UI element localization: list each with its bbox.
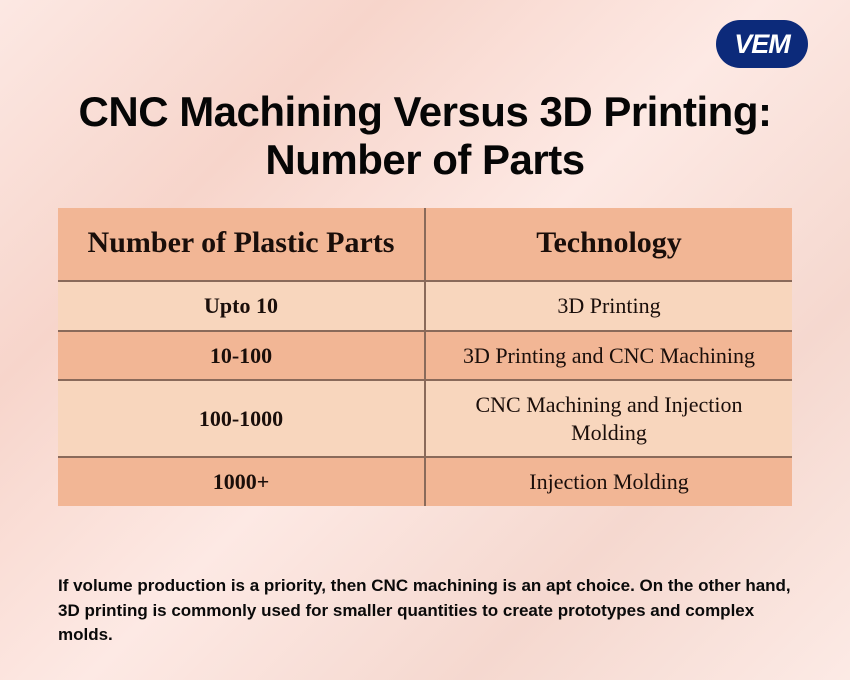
brand-logo-text: VEM — [734, 29, 790, 60]
cell-technology: 3D Printing — [425, 281, 792, 331]
caption-text: If volume production is a priority, then… — [58, 574, 792, 648]
cell-parts: 10-100 — [58, 331, 425, 381]
table-header-row: Number of Plastic Parts Technology — [58, 208, 792, 281]
table-row: 1000+ Injection Molding — [58, 457, 792, 506]
column-header-technology: Technology — [425, 208, 792, 281]
page-title: CNC Machining Versus 3D Printing: Number… — [65, 88, 785, 185]
cell-parts: Upto 10 — [58, 281, 425, 331]
cell-technology: CNC Machining and Injection Molding — [425, 380, 792, 457]
column-header-parts: Number of Plastic Parts — [58, 208, 425, 281]
cell-technology: Injection Molding — [425, 457, 792, 506]
table-row: 10-100 3D Printing and CNC Machining — [58, 331, 792, 381]
cell-parts: 1000+ — [58, 457, 425, 506]
table-row: Upto 10 3D Printing — [58, 281, 792, 331]
comparison-table: Number of Plastic Parts Technology Upto … — [58, 208, 792, 506]
cell-technology: 3D Printing and CNC Machining — [425, 331, 792, 381]
cell-parts: 100-1000 — [58, 380, 425, 457]
table-row: 100-1000 CNC Machining and Injection Mol… — [58, 380, 792, 457]
brand-logo: VEM — [716, 20, 808, 68]
